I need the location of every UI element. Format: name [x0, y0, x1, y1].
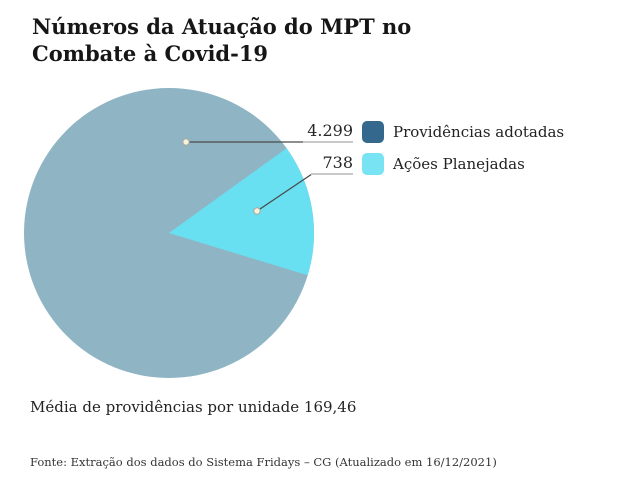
source-note: Fonte: Extração dos dados do Sistema Fri…	[30, 455, 497, 469]
callout-dot-providencias	[182, 138, 190, 146]
legend-item-providencias: Providências adotadas	[362, 121, 564, 143]
chart-title: Números da Atuação do MPT no Combate à C…	[32, 13, 411, 67]
legend-item-acoes: Ações Planejadas	[362, 153, 525, 175]
chart-title-line1: Números da Atuação do MPT no	[32, 14, 412, 39]
legend-label-providencias: Providências adotadas	[393, 123, 565, 141]
legend-swatch-providencias	[362, 121, 384, 143]
average-note: Média de providências por unidade 169,46	[30, 398, 357, 416]
legend-swatch-acoes	[362, 153, 384, 175]
value-label-providencias: 4.299	[303, 122, 353, 143]
legend-label-acoes: Ações Planejadas	[393, 155, 525, 173]
callout-line-acoes	[256, 173, 313, 212]
callout-dot-acoes	[253, 207, 261, 215]
chart-title-line2: Combate à Covid-19	[32, 41, 269, 66]
value-label-acoes: 738	[311, 154, 353, 175]
pie-slice-acoes	[169, 148, 314, 276]
